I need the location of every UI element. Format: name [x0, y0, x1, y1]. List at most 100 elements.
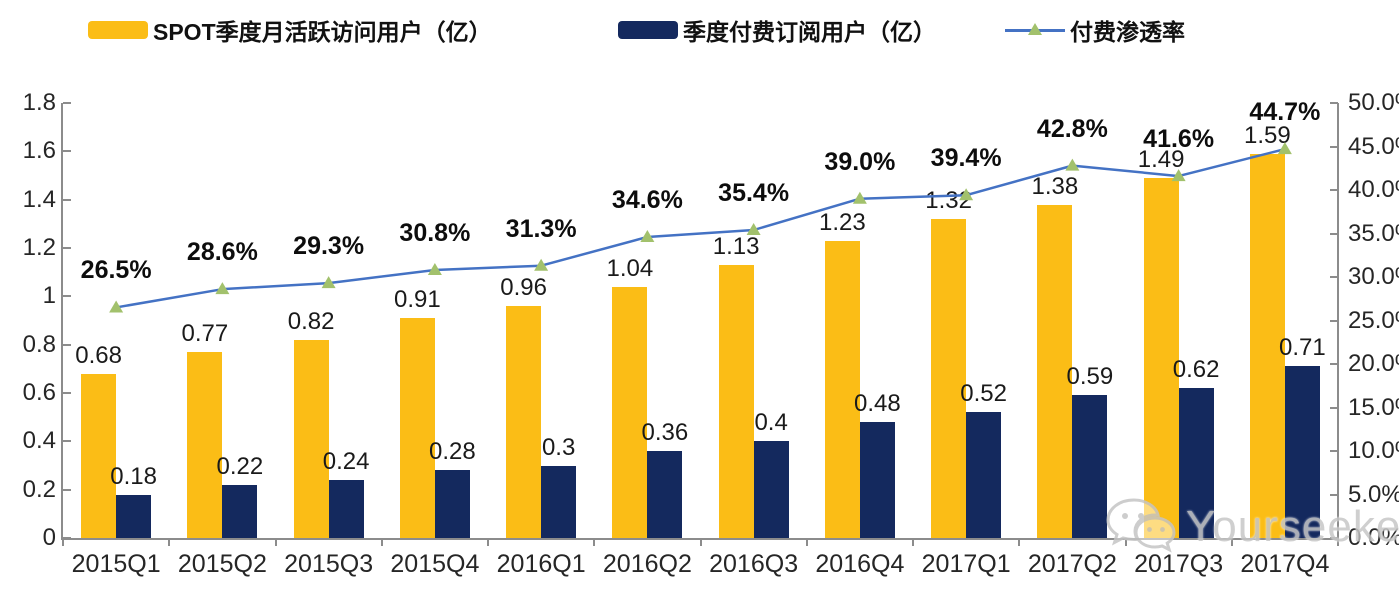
left-axis-tick: [63, 150, 71, 153]
subscribers-bar-label: 0.62: [1172, 356, 1220, 384]
mau-bar-label: 1.59: [1244, 121, 1291, 149]
right-axis-tick-label: 45.0%: [1348, 132, 1399, 160]
subscribers-bar: [434, 470, 470, 538]
subscribers-bar: [1284, 366, 1320, 538]
mau-bar-label: 0.96: [500, 274, 547, 301]
penetration-pct-label: 31.3%: [505, 214, 577, 243]
mau-bar: [1143, 177, 1179, 538]
left-axis-tick-label: 0: [42, 524, 56, 551]
triangle-marker-icon: [1277, 142, 1292, 155]
mau-bar-label: 0.91: [394, 286, 441, 314]
subscribers-bar-label: 0.18: [110, 462, 157, 490]
x-axis-tick: [1018, 538, 1021, 546]
penetration-pct-label: 41.6%: [1143, 125, 1215, 154]
mau-bar-label: 0.77: [181, 319, 229, 347]
triangle-marker-icon: [640, 229, 655, 242]
subscribers-bar: [541, 465, 577, 538]
triangle-marker-icon: [959, 188, 974, 201]
penetration-pct-label: 35.4%: [718, 179, 790, 208]
x-axis-label: 2016Q3: [709, 550, 799, 578]
subscribers-bar: [1072, 395, 1108, 538]
penetration-pct-label: 30.8%: [399, 219, 471, 248]
subscribers-bar-label: 0.36: [641, 419, 689, 446]
penetration-pct-label: 42.8%: [1036, 114, 1108, 143]
left-axis-line: [61, 103, 63, 540]
penetration-pct-label: 39.0%: [824, 147, 896, 176]
mau-bar-label: 1.04: [606, 254, 654, 282]
subscribers-bar: [116, 494, 152, 538]
triangle-marker-icon: [1171, 169, 1186, 182]
subscribers-bar: [222, 484, 258, 538]
mau-bar: [1249, 153, 1285, 538]
penetration-pct-label: 34.6%: [611, 185, 683, 214]
triangle-marker-icon: [1028, 23, 1042, 35]
subscribers-legend-label: 季度付费订阅用户（亿）: [683, 19, 936, 45]
triangle-marker-icon: [746, 223, 761, 236]
x-axis-label: 2015Q2: [177, 550, 267, 578]
triangle-marker-icon: [1065, 158, 1080, 171]
subscribers-bar-label: 0.52: [960, 380, 1007, 408]
mau-bar: [293, 339, 329, 538]
left-axis-tick-label: 1.4: [22, 185, 56, 213]
left-axis-tick: [63, 488, 71, 491]
x-axis-tick: [380, 538, 383, 546]
legend-item-mau: SPOT季度月活跃访问用户（亿）: [88, 16, 492, 45]
mau-bar-label: 1.49: [1137, 145, 1185, 173]
mau-bar: [612, 286, 648, 538]
subscribers-legend-swatch: [618, 21, 678, 39]
mau-bar-label: 1.32: [925, 187, 972, 214]
mau-bar: [824, 240, 860, 538]
x-axis-label: 2017Q3: [1134, 550, 1224, 578]
right-axis-tick: [1330, 406, 1338, 409]
penetration-legend-label: 付费渗透率: [1070, 19, 1185, 45]
right-axis-tick: [1330, 363, 1338, 365]
mau-bar: [931, 219, 967, 538]
triangle-marker-icon: [427, 263, 442, 276]
x-axis-tick: [487, 538, 489, 546]
left-axis-tick-label: 0.4: [22, 427, 56, 455]
x-axis-tick: [593, 538, 596, 546]
legend-item-penetration: 付费渗透率: [1005, 16, 1185, 45]
left-axis-tick: [63, 102, 71, 104]
x-axis-label: 2017Q4: [1240, 550, 1330, 578]
left-axis-tick: [63, 295, 71, 298]
left-axis-tick-label: 1.8: [22, 89, 56, 116]
subscribers-bar-label: 0.4: [754, 409, 788, 437]
x-axis-tick: [912, 538, 914, 546]
mau-bar-label: 1.13: [712, 232, 760, 260]
x-axis-tick: [805, 538, 808, 546]
left-axis-tick: [63, 537, 71, 539]
subscribers-bar: [859, 422, 895, 538]
right-axis-tick-label: 40.0%: [1348, 176, 1399, 203]
x-axis-tick: [62, 538, 64, 546]
left-axis-tick: [63, 247, 71, 249]
subscribers-bar: [647, 451, 683, 538]
mau-bar: [187, 351, 223, 538]
subscribers-bar: [328, 480, 364, 538]
mau-bar-label: 1.23: [819, 208, 866, 236]
x-axis-tick: [1230, 538, 1233, 546]
right-axis-tick: [1330, 493, 1338, 496]
right-axis-tick-label: 50.0%: [1348, 89, 1399, 116]
subscribers-bar-label: 0.28: [429, 438, 476, 466]
subscribers-bar: [1178, 388, 1214, 538]
x-axis-label: 2016Q2: [602, 550, 692, 578]
mau-bar: [81, 373, 117, 538]
legend-item-subscribers: 季度付费订阅用户（亿）: [618, 16, 936, 45]
right-axis-tick-label: 30.0%: [1348, 263, 1399, 290]
x-axis-label: 2017Q2: [1027, 550, 1117, 578]
penetration-pct-label: 26.5%: [80, 256, 152, 285]
right-axis-line: [1337, 103, 1339, 540]
triangle-marker-icon: [534, 258, 549, 271]
x-axis-tick: [1124, 538, 1127, 546]
left-axis-tick-label: 0.2: [22, 475, 56, 503]
subscribers-bar-label: 0.71: [1279, 334, 1326, 362]
right-axis-tick: [1330, 145, 1338, 148]
subscribers-bar-label: 0.24: [322, 448, 370, 475]
mau-bar-label: 0.82: [287, 307, 335, 335]
right-axis-tick: [1330, 319, 1338, 322]
left-axis-tick-label: 0.8: [22, 330, 56, 358]
x-axis-tick: [1337, 538, 1339, 546]
mau-legend-label: SPOT季度月活跃访问用户（亿）: [153, 19, 492, 45]
